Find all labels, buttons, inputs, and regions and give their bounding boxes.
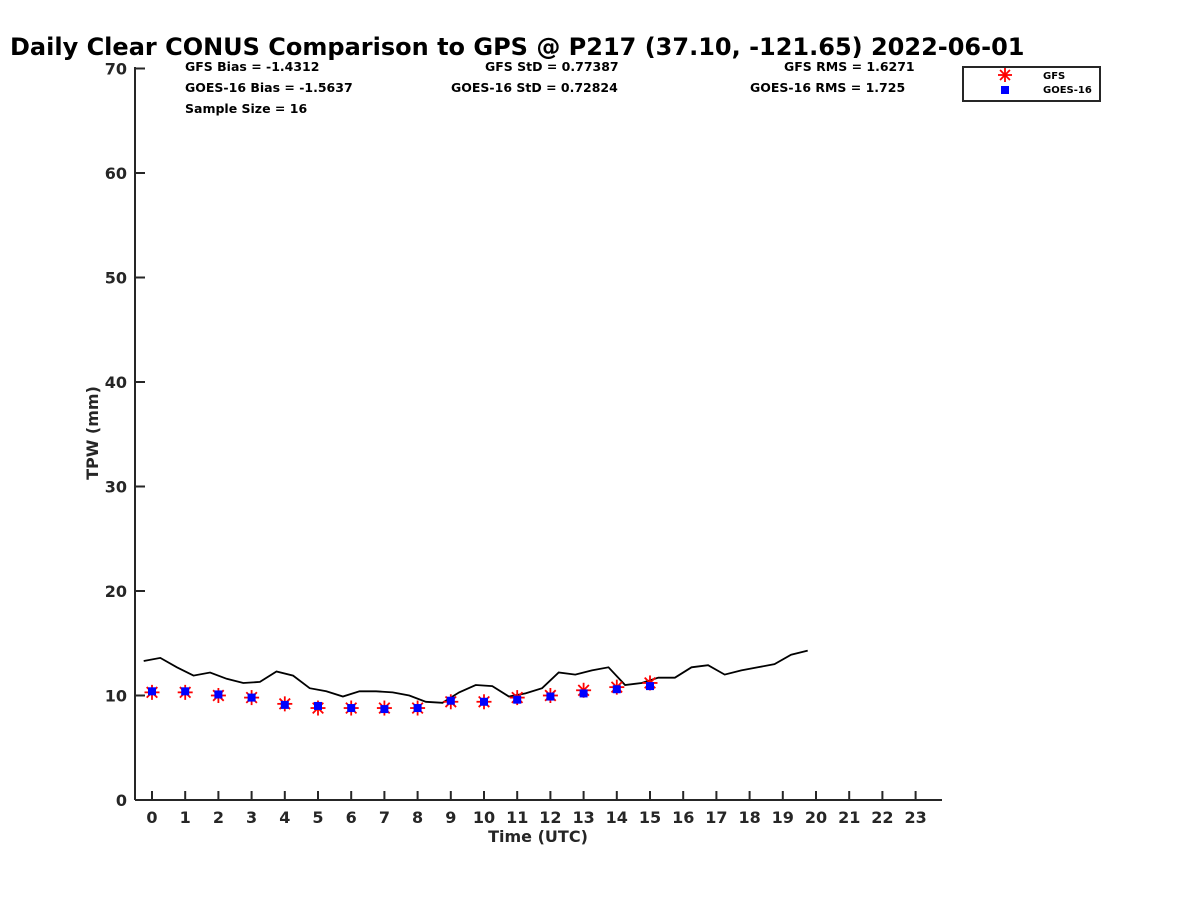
x-ticks: 0 1 2 3 4 5 6 7 8 9 10 11 12 13 14 15 16 17 18 19 20 21 22 23 bbox=[146, 791, 927, 827]
axes bbox=[134, 67, 942, 801]
x-tick-label: 23 bbox=[904, 808, 926, 827]
x-tick-label: 19 bbox=[772, 808, 794, 827]
x-axis-label: Time (UTC) bbox=[488, 827, 588, 846]
series-layer bbox=[143, 649, 808, 716]
y-tick-label: 50 bbox=[105, 269, 127, 288]
legend-box bbox=[962, 66, 1101, 102]
x-tick-label: 10 bbox=[473, 808, 495, 827]
y-tick-label: 0 bbox=[116, 791, 127, 810]
goes16-point bbox=[347, 704, 356, 713]
x-tick-label: 5 bbox=[312, 808, 323, 827]
stats-block: GFS Bias = -1.4312 GOES-16 Bias = -1.563… bbox=[185, 59, 915, 116]
goes16-point bbox=[380, 705, 389, 714]
sample-size-stat: Sample Size = 16 bbox=[185, 101, 307, 116]
x-tick-label: 2 bbox=[213, 808, 224, 827]
goes16-point bbox=[480, 697, 488, 706]
x-tick-label: 0 bbox=[146, 808, 157, 827]
x-tick-label: 18 bbox=[738, 808, 760, 827]
gfs-rms-stat: GFS RMS = 1.6271 bbox=[784, 59, 915, 74]
x-tick-label: 13 bbox=[572, 808, 594, 827]
legend-goes-label: GOES-16 bbox=[1043, 85, 1092, 96]
goes16-point bbox=[413, 704, 422, 713]
y-tick-label: 30 bbox=[105, 478, 127, 497]
y-tick-label: 70 bbox=[105, 60, 127, 79]
gfs-bias-stat: GFS Bias = -1.4312 bbox=[185, 59, 319, 74]
goes16-point bbox=[247, 693, 256, 702]
goes-rms-stat: GOES-16 RMS = 1.725 bbox=[750, 80, 905, 95]
y-axis-label: TPW (mm) bbox=[83, 386, 102, 480]
x-tick-label: 11 bbox=[506, 808, 528, 827]
y-tick-label: 10 bbox=[105, 687, 127, 706]
legend-gfs-marker bbox=[998, 68, 1012, 82]
x-tick-label: 22 bbox=[871, 808, 893, 827]
goes16-point bbox=[181, 687, 190, 696]
x-tick-label: 16 bbox=[672, 808, 694, 827]
x-tick-label: 4 bbox=[279, 808, 290, 827]
goes16-point bbox=[646, 682, 654, 691]
x-tick-label: 12 bbox=[539, 808, 561, 827]
legend-gfs-asterisk bbox=[998, 68, 1012, 82]
goes16-point bbox=[214, 690, 223, 699]
legend-gfs-label: GFS bbox=[1043, 71, 1065, 82]
goes16-point bbox=[513, 695, 522, 704]
y-tick-label: 40 bbox=[105, 373, 127, 392]
goes16-point bbox=[314, 701, 322, 710]
goes16-point bbox=[579, 689, 588, 698]
x-tick-label: 6 bbox=[346, 808, 357, 827]
x-tick-label: 15 bbox=[639, 808, 661, 827]
goes-bias-stat: GOES-16 Bias = -1.5637 bbox=[185, 80, 353, 95]
legend: GFS GOES-16 bbox=[962, 66, 1101, 102]
y-tick-label: 20 bbox=[105, 582, 127, 601]
x-tick-label: 8 bbox=[412, 808, 423, 827]
legend-goes-marker bbox=[1001, 86, 1009, 94]
legend-goes-square bbox=[1001, 86, 1009, 94]
y-ticks: 0 10 20 30 40 50 60 70 bbox=[105, 60, 145, 810]
chart-title: Daily Clear CONUS Comparison to GPS @ P2… bbox=[10, 33, 1024, 61]
x-tick-label: 9 bbox=[445, 808, 456, 827]
goes16-point bbox=[546, 692, 555, 701]
x-tick-label: 17 bbox=[705, 808, 727, 827]
x-tick-label: 20 bbox=[805, 808, 827, 827]
gfs-std-stat: GFS StD = 0.77387 bbox=[485, 59, 619, 74]
goes16-point bbox=[280, 700, 289, 709]
x-tick-label: 3 bbox=[246, 808, 257, 827]
x-tick-label: 21 bbox=[838, 808, 860, 827]
x-tick-label: 1 bbox=[180, 808, 191, 827]
y-tick-label: 60 bbox=[105, 164, 127, 183]
goes16-point bbox=[612, 685, 621, 694]
goes16-point bbox=[148, 687, 156, 696]
x-tick-label: 7 bbox=[379, 808, 390, 827]
gps-series-line bbox=[143, 649, 808, 704]
goes-std-stat: GOES-16 StD = 0.72824 bbox=[451, 80, 618, 95]
x-tick-label: 14 bbox=[606, 808, 628, 827]
legend-gfs-asterisk-stroke bbox=[999, 69, 1011, 81]
goes16-point bbox=[446, 696, 455, 705]
